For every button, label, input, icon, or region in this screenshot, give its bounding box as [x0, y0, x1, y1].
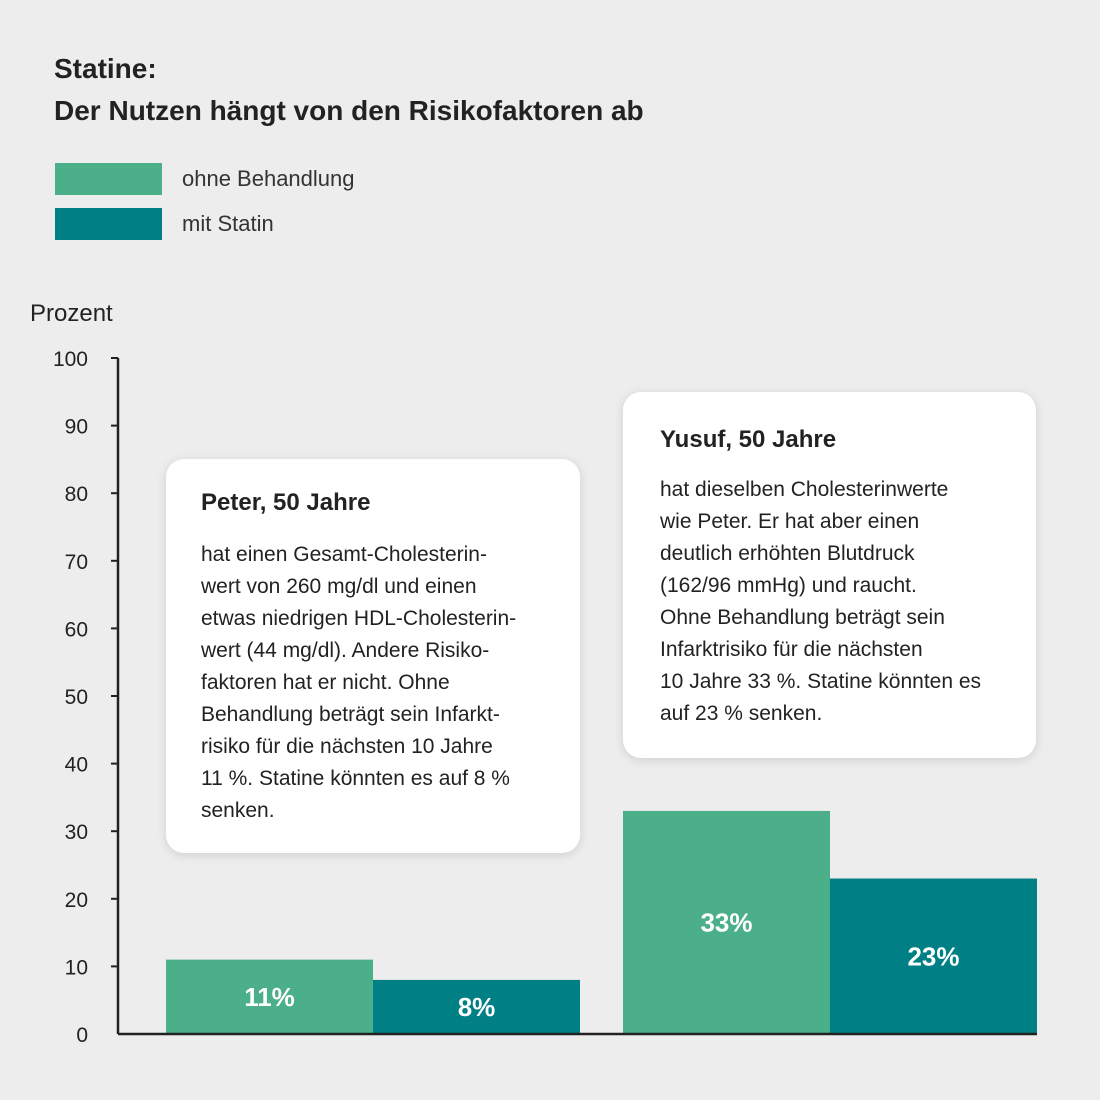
- y-tick-label-30: 30: [65, 821, 88, 844]
- callout-peter-body: hat einen Gesamt-Cholesterin- wert von 2…: [201, 543, 517, 822]
- legend-item-ohne-behandlung: ohne Behandlung: [55, 163, 355, 195]
- y-tick-label-70: 70: [65, 551, 88, 574]
- title-line-1: Statine:: [54, 53, 157, 84]
- title-line-2: Der Nutzen hängt von den Risikofaktoren …: [54, 95, 644, 126]
- callout-yusuf-heading: Yusuf, 50 Jahre: [660, 426, 837, 453]
- callout-peter-heading: Peter, 50 Jahre: [201, 489, 371, 516]
- y-tick-label-40: 40: [65, 754, 88, 777]
- bar-yusuf-mit-statin: [830, 878, 1037, 1034]
- bar-peter-mit-statin: [373, 979, 580, 1034]
- legend-swatch-mit-statin: [55, 208, 162, 240]
- callout-yusuf-body: hat dieselben Cholesterinwerte wie Peter…: [660, 478, 982, 725]
- chart-title: Statine: Der Nutzen hängt von den Risiko…: [54, 48, 644, 132]
- bar-yusuf-ohne-behandlung: [623, 810, 830, 1034]
- legend: ohne Behandlung mit Statin: [55, 163, 355, 253]
- y-tick-label-60: 60: [65, 618, 88, 641]
- bar-label-yusuf-mit-statin: 23%: [907, 941, 959, 971]
- y-tick-label-80: 80: [65, 483, 88, 506]
- bar-label-peter-mit-statin: 8%: [458, 992, 496, 1022]
- y-tick-label-0: 0: [76, 1024, 88, 1047]
- y-tick-label-10: 10: [65, 956, 88, 979]
- y-tick-label-90: 90: [65, 416, 88, 439]
- legend-label-mit-statin: mit Statin: [182, 211, 274, 236]
- y-tick-label-100: 100: [53, 348, 88, 371]
- bar-label-peter-ohne-behandlung: 11%: [244, 982, 295, 1012]
- callout-peter: Peter, 50 Jahre hat einen Gesamt-Cholest…: [166, 459, 580, 853]
- callout-yusuf: Yusuf, 50 Jahre hat dieselben Cholesteri…: [623, 392, 1036, 758]
- legend-swatch-ohne-behandlung: [55, 163, 162, 195]
- y-axis-title: Prozent: [30, 300, 113, 327]
- legend-label-ohne-behandlung: ohne Behandlung: [182, 166, 355, 191]
- legend-item-mit-statin: mit Statin: [55, 208, 355, 240]
- y-tick-label-50: 50: [65, 686, 88, 709]
- bar-label-yusuf-ohne-behandlung: 33%: [700, 907, 752, 937]
- bar-peter-ohne-behandlung: [166, 959, 373, 1034]
- y-tick-label-20: 20: [65, 889, 88, 912]
